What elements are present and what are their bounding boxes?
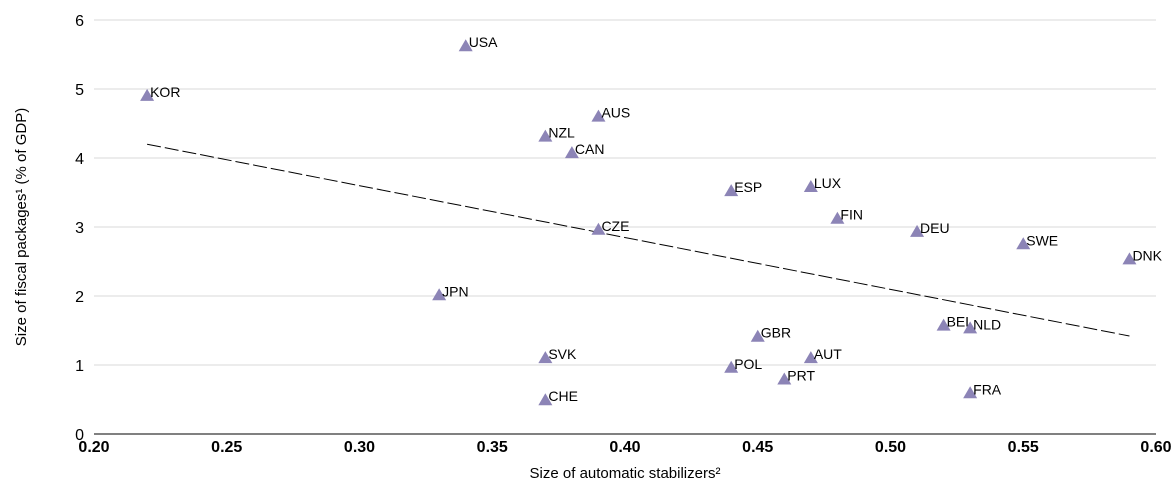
data-point-marker	[591, 109, 606, 122]
data-point-label: GBR	[761, 325, 791, 341]
data-point-label: FIN	[840, 207, 863, 223]
data-point-marker	[936, 318, 951, 331]
data-point-marker	[963, 321, 978, 334]
data-point-marker	[803, 351, 818, 364]
x-tick-label: 0.50	[875, 439, 906, 456]
data-point-marker	[963, 386, 978, 399]
y-tick-label: 3	[75, 220, 84, 237]
x-tick-label: 0.40	[609, 439, 640, 456]
data-point-marker	[432, 288, 447, 301]
y-tick-label: 1	[75, 358, 84, 375]
data-point-label: NZL	[548, 125, 575, 141]
x-tick-labels: 0.20 0.25 0.30 0.35 0.40 0.45 0.50 0.55 0.60	[78, 439, 1171, 456]
data-point-marker	[538, 129, 553, 142]
data-point-marker	[803, 179, 818, 192]
data-point-marker	[1122, 252, 1137, 265]
data-point-marker	[591, 222, 606, 235]
y-tick-label: 0	[75, 427, 84, 444]
data-point-marker	[830, 211, 845, 224]
data-point-label: ESP	[734, 179, 762, 195]
data-point-label: POL	[734, 356, 762, 372]
data-point-marker	[724, 184, 739, 197]
data-point-label: SVK	[548, 346, 577, 362]
x-tick-label: 0.35	[477, 439, 508, 456]
data-point-label: DNK	[1132, 247, 1162, 263]
data-point-label: JPN	[442, 283, 468, 299]
data-point-label: DEU	[920, 220, 950, 236]
trendline	[147, 143, 1130, 337]
y-tick-label: 4	[75, 151, 84, 168]
data-point-marker	[538, 393, 553, 406]
y-tick-label: 2	[75, 289, 84, 306]
data-point-marker	[777, 372, 792, 385]
x-tick-label: 0.55	[1008, 439, 1039, 456]
x-tick-label: 0.45	[742, 439, 773, 456]
x-tick-label: 0.30	[344, 439, 375, 456]
data-point-marker	[140, 88, 155, 101]
x-axis-label: Size of automatic stabilizers²	[530, 465, 721, 482]
data-point-label: CZE	[601, 218, 629, 234]
y-tick-label: 6	[75, 13, 84, 30]
data-point-label: SWE	[1026, 232, 1058, 248]
data-point-label: AUS	[601, 105, 630, 121]
data-point-label: LUX	[814, 175, 842, 191]
data-point-marker	[724, 360, 739, 373]
data-point-marker	[564, 146, 579, 159]
x-tick-label: 0.20	[78, 439, 109, 456]
data-point-label: USA	[469, 34, 498, 50]
data-point-label: FRA	[973, 381, 1002, 397]
gridlines	[94, 19, 1156, 366]
data-point-marker	[910, 224, 925, 237]
y-tick-label: 5	[75, 82, 84, 99]
data-point-label: PRT	[787, 367, 815, 383]
x-tick-label: 0.60	[1140, 439, 1171, 456]
data-point-label: BEL	[947, 314, 974, 330]
data-point-label: NLD	[973, 316, 1001, 332]
x-tick-label: 0.25	[211, 439, 242, 456]
y-tick-labels: 0 1 2 3 4 5 6	[75, 13, 84, 444]
data-point-label: KOR	[150, 84, 180, 100]
data-point-label: CAN	[575, 141, 605, 157]
data-point-label: CHE	[548, 388, 578, 404]
y-axis-label: Size of fiscal packages¹ (% of GDP)	[13, 108, 30, 346]
data-point-marker	[1016, 237, 1031, 250]
data-point-label: AUT	[814, 346, 842, 362]
data-point-marker	[458, 39, 473, 52]
data-point-marker	[538, 351, 553, 364]
data-point-marker	[750, 329, 765, 342]
